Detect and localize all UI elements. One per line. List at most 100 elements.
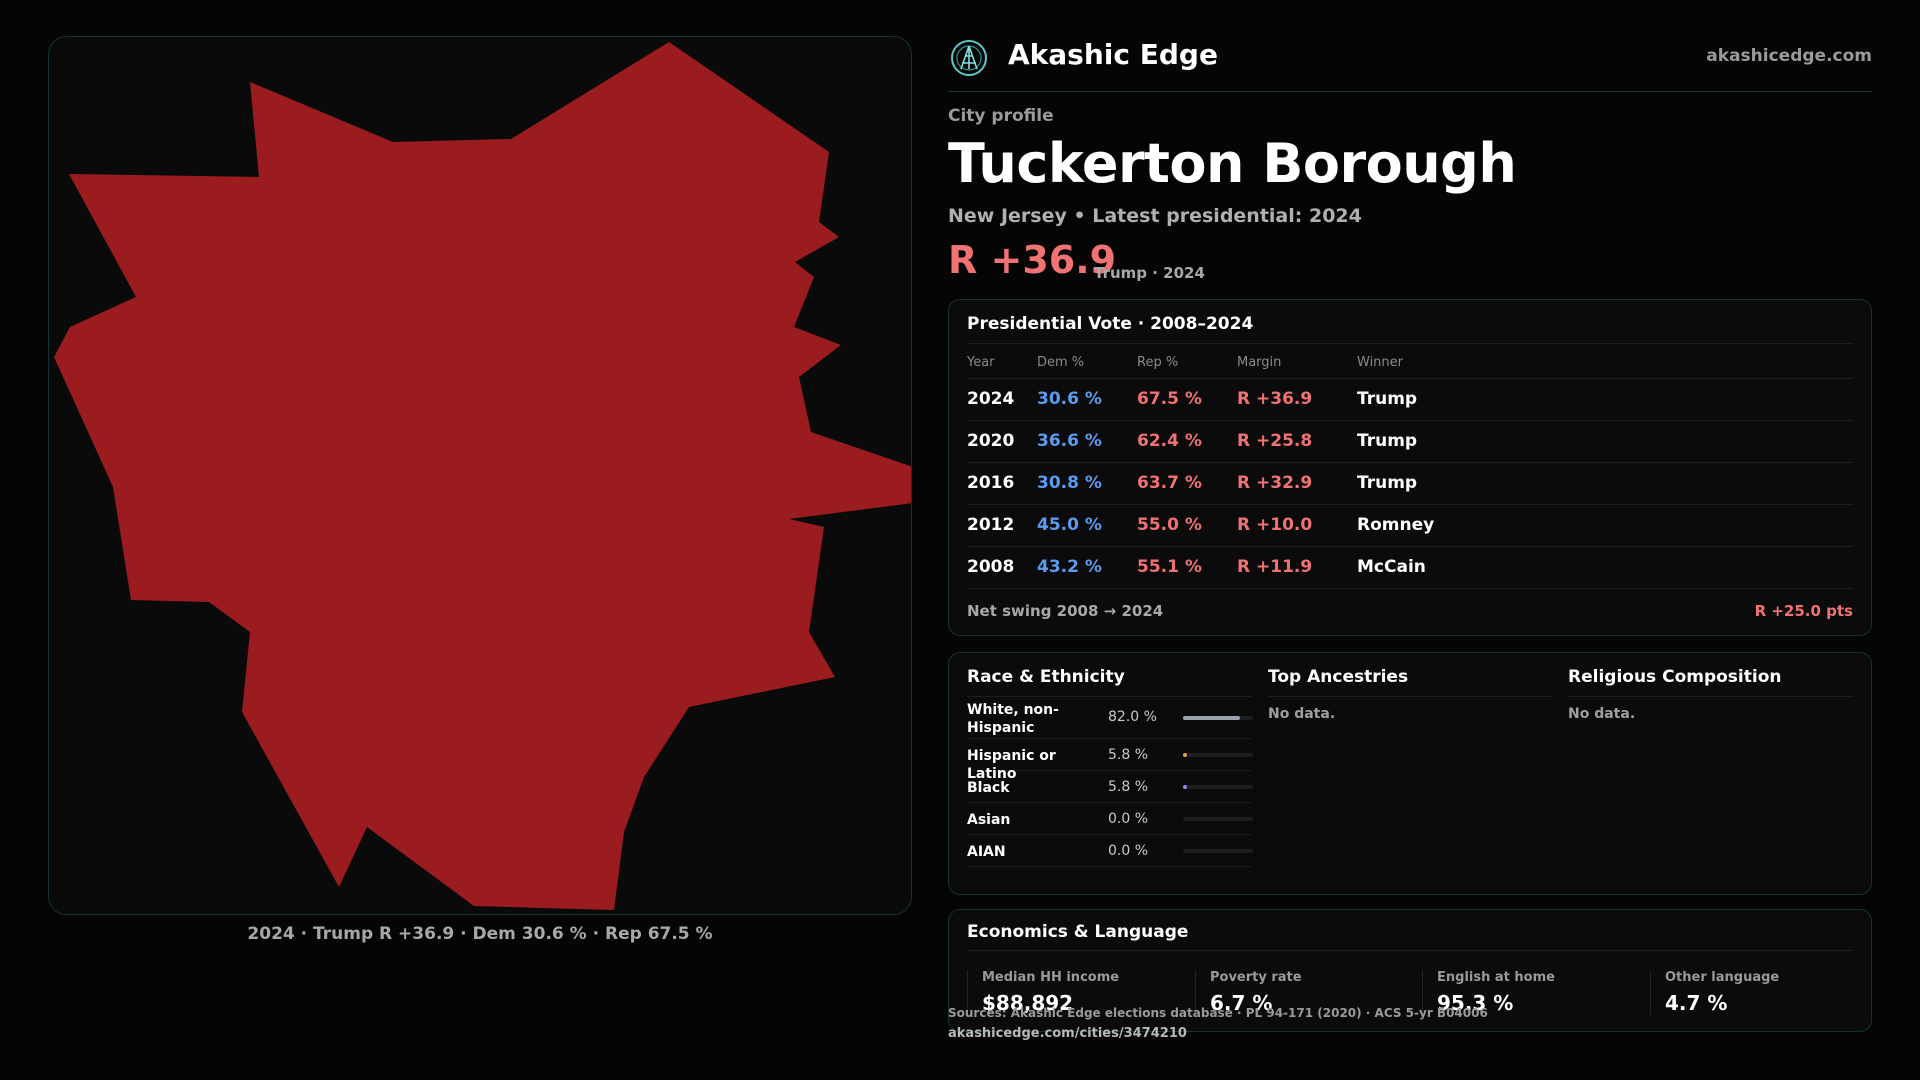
page-kicker: City profile [948,106,1054,126]
race-column: Race & Ethnicity White, non-Hispanic 82.0… [967,667,1253,867]
akashic-logo-icon[interactable] [950,39,988,77]
race-name: White, non-Hispanic [967,702,1059,736]
header-dem: Dem % [1037,348,1137,379]
cell-rep-share: 55.0 % [1137,504,1237,547]
cell-winner: McCain [1357,546,1853,589]
race-name: Black [967,780,1010,796]
race-bar-track [1183,817,1253,821]
cell-margin: R +32.9 [1237,462,1357,505]
net-swing-value: R +25.0 pts [1754,602,1853,620]
stat-label: Median HH income [982,970,1120,985]
cell-dem-share: 36.6 % [1037,420,1137,463]
presidential-vote-card: Presidential Vote · 2008–2024 Year Dem %… [948,299,1872,636]
stat-value: $88,892 [982,991,1074,1015]
stat-label: Other language [1665,970,1780,985]
cell-margin: R +11.9 [1237,546,1357,589]
cell-dem-share: 30.8 % [1037,462,1137,505]
page-url-link[interactable]: akashicedge.com/cities/3474210 [948,1026,1187,1041]
page-title: Tuckerton Borough [948,132,1517,195]
cell-rep-share: 63.7 % [1137,462,1237,505]
header-winner: Winner [1357,348,1853,379]
cell-year: 2024 [967,378,1037,421]
race-bar-fill [1183,753,1188,757]
header-rep: Rep % [1137,348,1237,379]
cell-rep-share: 62.4 % [1137,420,1237,463]
city-boundary-map [54,42,912,910]
cell-winner: Trump [1357,462,1853,505]
race-row: Hispanic or Latino 5.8 % [967,739,1253,782]
header-margin: Margin [1237,348,1357,379]
stat-poverty-rate: Poverty rate 6.7 % [1195,970,1395,1015]
race-value: 0.0 % [1108,811,1149,827]
race-name: AIAN [967,844,1006,860]
race-value: 0.0 % [1108,843,1149,859]
stat-label: Poverty rate [1210,970,1302,985]
cell-dem-share: 45.0 % [1037,504,1137,547]
cell-year: 2012 [967,504,1037,547]
map-panel [48,36,912,915]
ancestries-title: Top Ancestries [1268,667,1553,697]
table-row: 2012 45.0 % 55.0 % R +10.0 Romney [967,504,1853,547]
demographics-card: Race & Ethnicity White, non-Hispanic 82.0… [948,652,1872,895]
race-value: 82.0 % [1108,709,1157,725]
cell-dem-share: 30.6 % [1037,378,1137,421]
stat-other-language: Other language 4.7 % [1650,970,1850,1015]
net-swing-label: Net swing 2008 → 2024 [967,602,1164,620]
race-row: Black 5.8 % [967,771,1253,803]
cell-winner: Trump [1357,378,1853,421]
header-year: Year [967,348,1037,379]
religion-title: Religious Composition [1568,667,1853,697]
cell-margin: R +25.8 [1237,420,1357,463]
race-row: AIAN 0.0 % [967,835,1253,867]
religion-empty: No data. [1568,706,1636,722]
cell-margin: R +36.9 [1237,378,1357,421]
presidential-vote-table: Year Dem % Rep % Margin Winner 2024 30.6 … [967,348,1853,589]
cell-rep-share: 67.5 % [1137,378,1237,421]
ancestries-column: Top Ancestries No data. [1268,667,1553,722]
profile-column: Akashic Edge akashicedge.com City profil… [948,0,1872,1080]
race-title: Race & Ethnicity [967,667,1252,697]
cell-winner: Trump [1357,420,1853,463]
race-row: Asian 0.0 % [967,803,1253,835]
brand-bar: Akashic Edge akashicedge.com [948,34,1872,92]
race-bar-track [1183,753,1253,757]
race-value: 5.8 % [1108,747,1149,763]
stat-median-income: Median HH income $88,892 [967,970,1167,1015]
divider [967,343,1853,344]
race-bar-track [1183,785,1253,789]
economics-card: Economics & Language Median HH income $8… [948,909,1872,1032]
race-bar-track [1183,716,1253,720]
map-caption: 2024 · Trump R +36.9 · Dem 30.6 % · Rep … [247,924,713,944]
ancestries-empty: No data. [1268,706,1336,722]
race-value: 5.8 % [1108,779,1149,795]
race-name: Hispanic or Latino [967,748,1056,782]
brand-name[interactable]: Akashic Edge [1008,38,1218,71]
cell-rep-share: 55.1 % [1137,546,1237,589]
stat-english-at-home: English at home 95.3 % [1422,970,1622,1015]
race-list: White, non-Hispanic 82.0 % Hispanic or Lat… [967,697,1253,867]
stat-value: 95.3 % [1437,991,1514,1015]
cell-margin: R +10.0 [1237,504,1357,547]
stat-value: 6.7 % [1210,991,1273,1015]
race-name: Asian [967,812,1011,828]
race-row: White, non-Hispanic 82.0 % [967,697,1253,739]
headline-margin: R +36.9 [948,238,1117,282]
table-row: 2008 43.2 % 55.1 % R +11.9 McCain [967,546,1853,589]
city-boundary-shape[interactable] [54,42,912,910]
cell-year: 2008 [967,546,1037,589]
race-bar-fill [1183,716,1241,720]
table-row: 2016 30.8 % 63.7 % R +32.9 Trump [967,462,1853,505]
divider [967,950,1853,951]
religion-column: Religious Composition No data. [1568,667,1853,722]
race-bar-track [1183,849,1253,853]
stat-value: 4.7 % [1665,991,1728,1015]
page-subtitle: New Jersey • Latest presidential: 2024 [948,205,1362,227]
sources-note: Sources: Akashic Edge elections database… [948,1006,1488,1020]
race-bar-fill [1183,785,1188,789]
table-header-row: Year Dem % Rep % Margin Winner [967,348,1853,379]
headline-margin-note: Trump · 2024 [1094,264,1205,282]
table-row: 2020 36.6 % 62.4 % R +25.8 Trump [967,420,1853,463]
brand-url-link[interactable]: akashicedge.com [1706,46,1872,66]
presidential-vote-title: Presidential Vote · 2008–2024 [967,314,1254,334]
cell-winner: Romney [1357,504,1853,547]
